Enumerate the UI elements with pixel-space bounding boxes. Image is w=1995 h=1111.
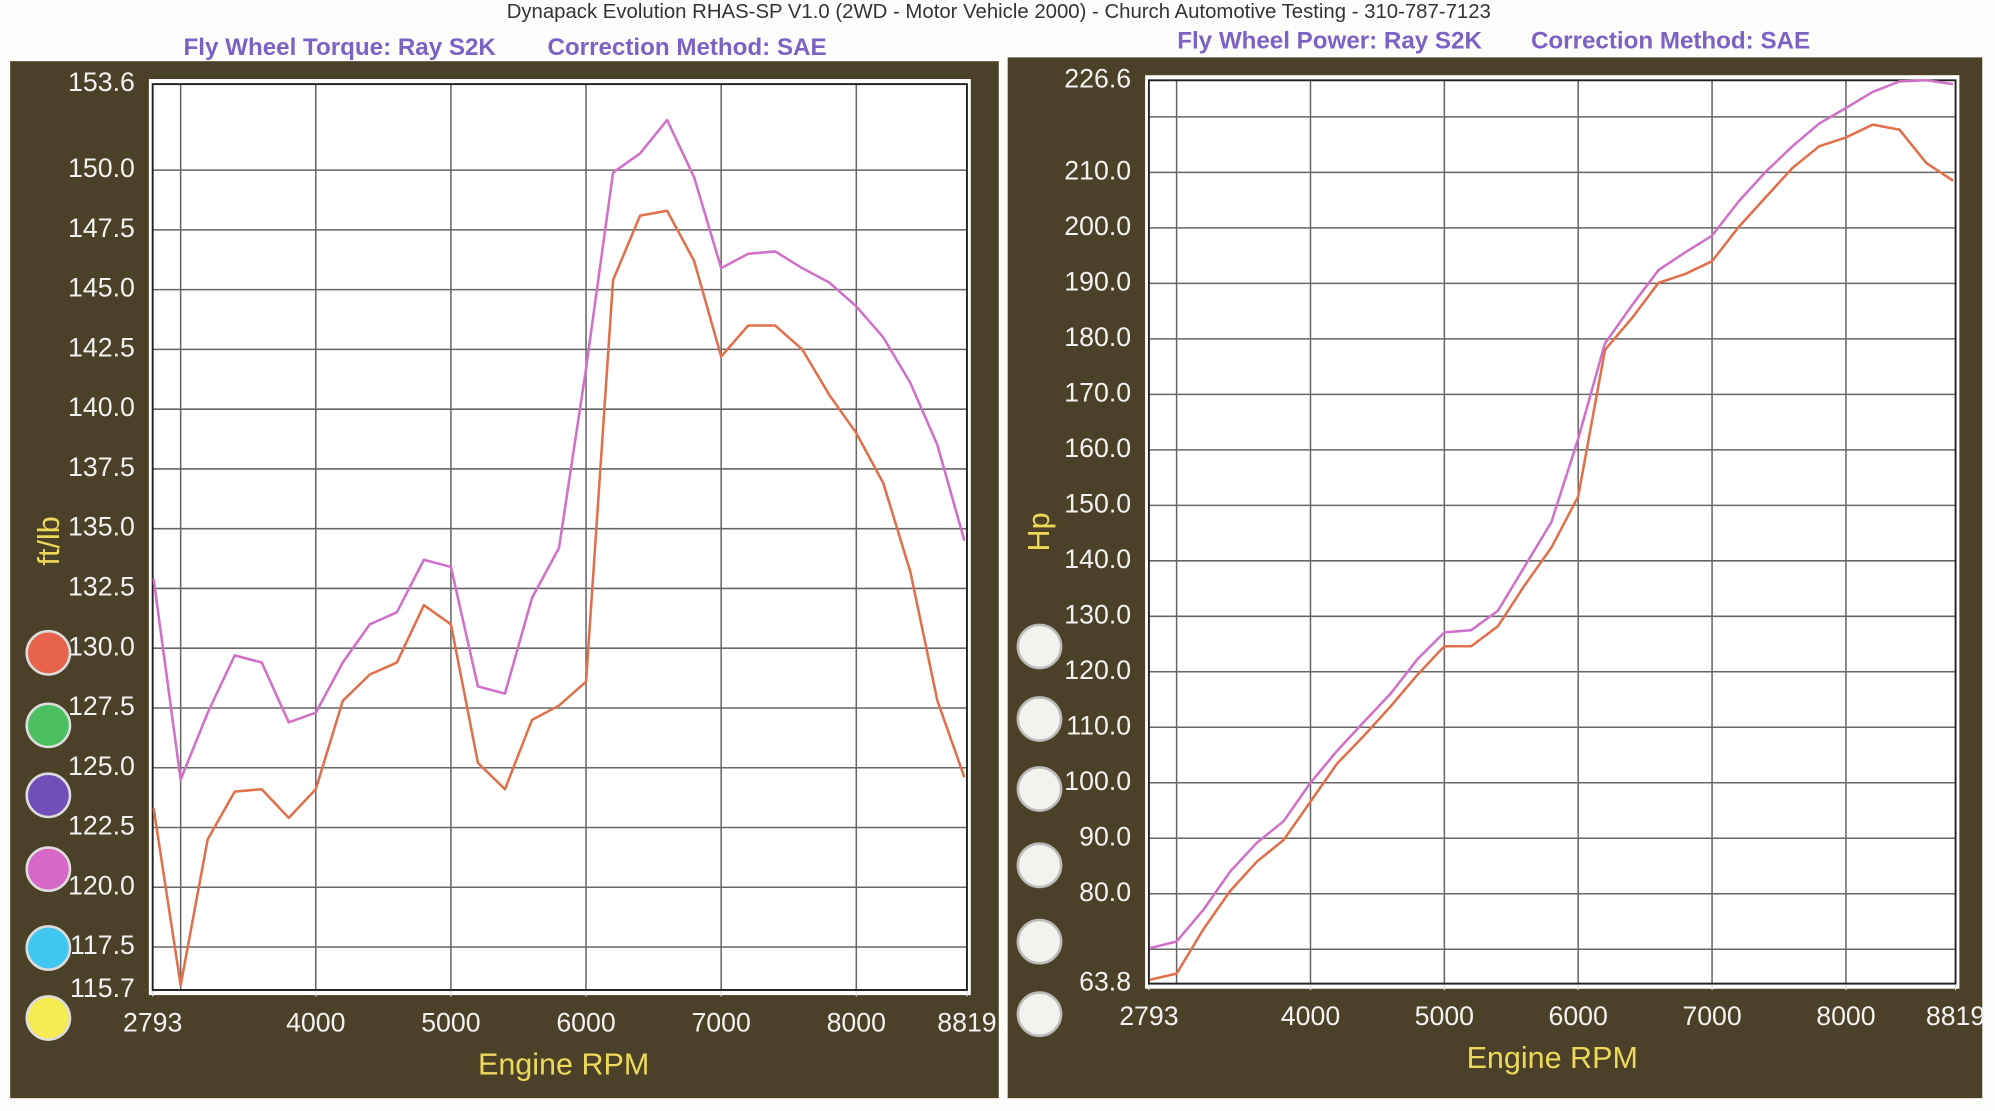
chart-title: Fly Wheel Torque: Ray S2K xyxy=(184,34,497,61)
y-tick-label: 147.5 xyxy=(68,213,135,243)
x-tick-label: 4000 xyxy=(1281,1001,1340,1031)
x-tick-label: 8000 xyxy=(827,1007,886,1037)
y-tick-label: 160.0 xyxy=(1064,433,1131,463)
y-tick-label: 190.0 xyxy=(1064,266,1131,296)
chart-subtitle: Correction Method: SAE xyxy=(1531,28,1810,55)
y-tick-label: 90.0 xyxy=(1079,821,1131,851)
y-tick-label: 145.0 xyxy=(68,273,135,303)
x-tick-label: 8819 xyxy=(937,1007,996,1037)
y-tick-label: 115.7 xyxy=(70,973,135,1003)
x-tick-label: 2793 xyxy=(1119,1001,1178,1031)
x-axis-label: Engine RPM xyxy=(1467,1041,1638,1075)
swatch xyxy=(25,925,72,971)
y-tick-label: 153.6 xyxy=(68,67,135,97)
y-tick-label: 63.8 xyxy=(1079,967,1131,997)
y-tick-label: 137.5 xyxy=(68,452,135,482)
y-tick-label: 80.0 xyxy=(1079,877,1131,907)
y-tick-label: 132.5 xyxy=(68,572,135,602)
x-tick-label: 8819 xyxy=(1926,1001,1985,1031)
y-tick-label: 140.0 xyxy=(68,392,135,422)
x-tick-label: 7000 xyxy=(691,1007,750,1037)
x-tick-label: 7000 xyxy=(1682,1001,1741,1031)
page-title: Dynapack Evolution RHAS-SP V1.0 (2WD - M… xyxy=(507,1,1491,23)
x-tick-label: 5000 xyxy=(421,1007,480,1037)
y-tick-label: 170.0 xyxy=(1064,377,1131,407)
swatch xyxy=(1016,696,1063,742)
x-tick-label: 6000 xyxy=(556,1007,615,1037)
y-tick-label: 120.0 xyxy=(1064,655,1131,685)
swatch xyxy=(1016,842,1063,889)
y-tick-label: 135.0 xyxy=(68,512,135,542)
y-tick-label: 130.0 xyxy=(1064,599,1131,629)
y-tick-label: 127.5 xyxy=(68,691,135,721)
y-tick-label: 226.6 xyxy=(1064,63,1131,93)
y-tick-label: 125.0 xyxy=(68,751,135,781)
y-tick-label: 150.0 xyxy=(1064,488,1131,518)
x-tick-label: 4000 xyxy=(286,1007,345,1037)
swatches xyxy=(25,623,1063,1041)
swatch xyxy=(25,995,72,1041)
chart-title: Fly Wheel Power: Ray S2K xyxy=(1177,28,1482,55)
y-tick-label: 117.5 xyxy=(70,930,135,960)
y-tick-label: 110.0 xyxy=(1066,710,1131,740)
swatch xyxy=(25,702,72,749)
swatch xyxy=(1016,991,1063,1038)
y-axis-label: ft/lb xyxy=(32,516,66,565)
y-tick-label: 210.0 xyxy=(1064,155,1131,185)
swatch xyxy=(25,629,72,676)
y-tick-label: 100.0 xyxy=(1064,766,1131,796)
x-tick-label: 2793 xyxy=(123,1007,182,1037)
y-tick-label: 142.5 xyxy=(68,332,135,362)
series-line xyxy=(1149,123,1954,981)
y-tick-label: 180.0 xyxy=(1064,322,1131,352)
x-tick-label: 5000 xyxy=(1415,1001,1474,1031)
series-line xyxy=(152,209,966,987)
y-tick-label: 122.5 xyxy=(68,811,135,841)
y-axis-label: Hp xyxy=(1022,512,1056,551)
y-tick-label: 130.0 xyxy=(68,631,135,661)
swatch xyxy=(1016,766,1063,812)
y-tick-label: 200.0 xyxy=(1064,211,1131,241)
series-line xyxy=(152,118,966,781)
series-line xyxy=(1149,79,1954,950)
x-axis-label: Engine RPM xyxy=(478,1047,649,1081)
x-tick-label: 8000 xyxy=(1816,1001,1875,1031)
plot-border xyxy=(151,83,968,991)
plot-border xyxy=(1147,79,1957,985)
x-tick-label: 6000 xyxy=(1548,1001,1607,1031)
swatch xyxy=(25,772,72,819)
y-tick-label: 150.0 xyxy=(68,153,135,183)
y-tick-label: 120.0 xyxy=(68,870,135,900)
swatch xyxy=(25,846,72,893)
swatch xyxy=(1016,623,1063,670)
chart-subtitle: Correction Method: SAE xyxy=(547,34,826,61)
y-tick-label: 140.0 xyxy=(1064,544,1131,574)
swatch xyxy=(1016,918,1063,965)
